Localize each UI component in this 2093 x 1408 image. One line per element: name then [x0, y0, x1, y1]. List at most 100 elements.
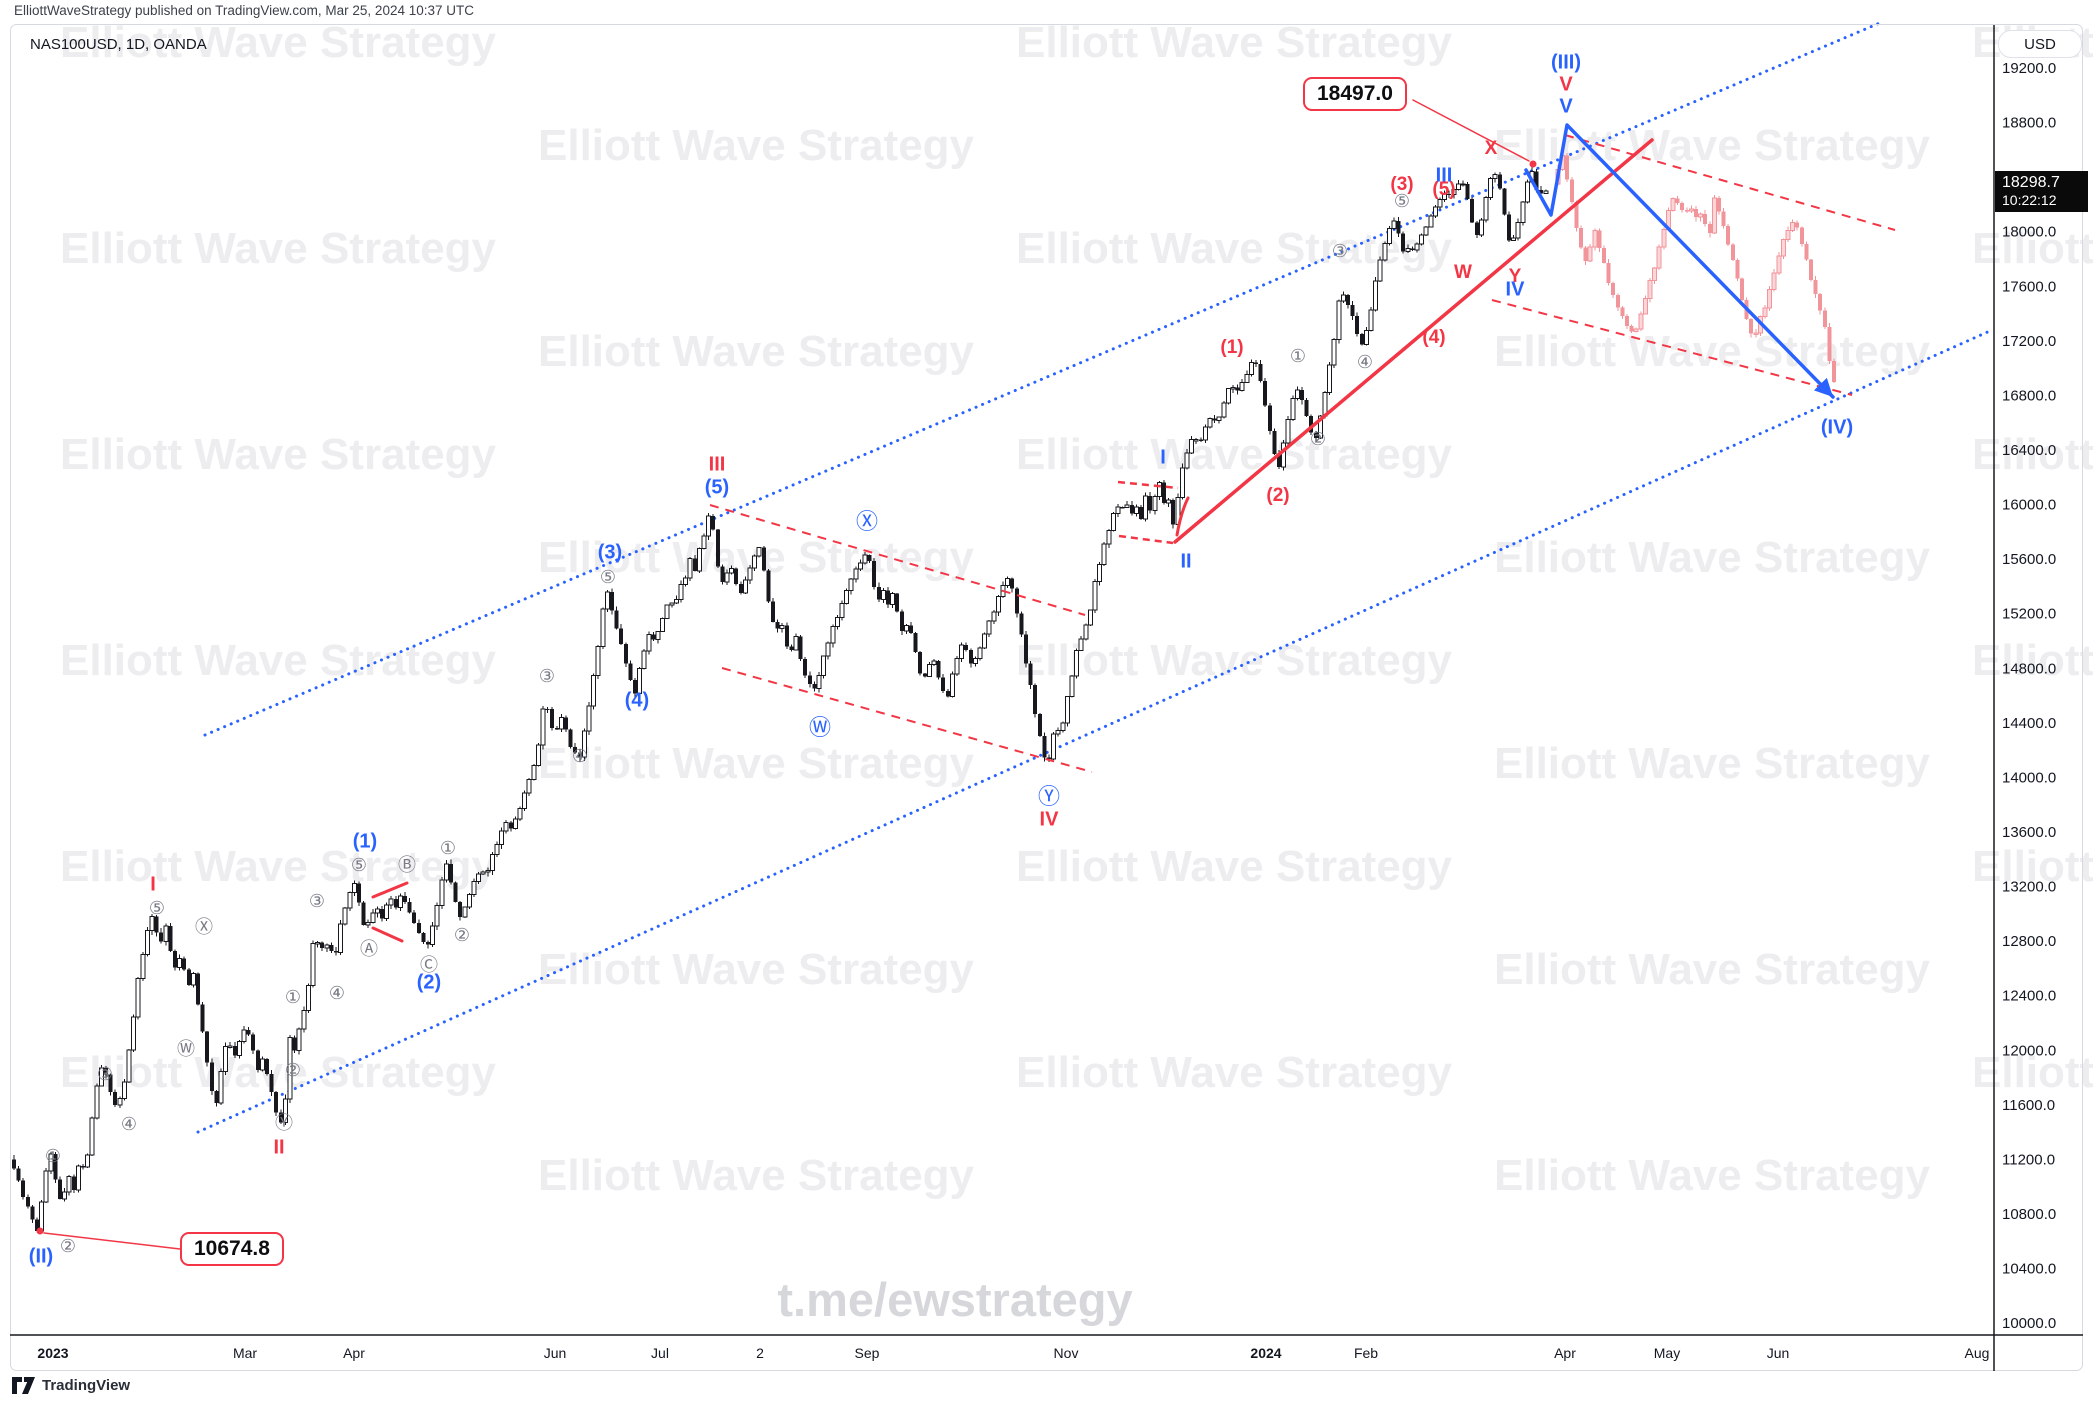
price-callout-high[interactable]: 18497.0	[1303, 77, 1407, 111]
svg-text:Mar: Mar	[233, 1345, 257, 1361]
svg-text:16400.0: 16400.0	[2002, 442, 2056, 459]
tradingview-logo-icon	[12, 1377, 35, 1394]
wave-labels: IIIIIIIVVWXY(1)(2)(3)(4)(5)(II)(1)(2)(3)…	[29, 51, 1853, 1267]
wave-label: V	[1559, 95, 1573, 117]
svg-text:Elliott Wave Strategy: Elliott Wave Strategy	[1494, 1151, 1931, 1200]
svg-text:Apr: Apr	[343, 1345, 365, 1361]
tradingview-logo-text: TradingView	[42, 1377, 131, 1394]
wave-label: (II)	[29, 1245, 53, 1267]
wave-label: (1)	[353, 830, 377, 852]
wave-label: (III)	[1551, 51, 1581, 73]
wave-label: IV	[1506, 278, 1526, 300]
svg-text:10800.0: 10800.0	[2002, 1206, 2056, 1223]
svg-text:Nov: Nov	[1054, 1345, 1079, 1361]
currency-button[interactable]: USD	[1998, 30, 2082, 58]
price-callout-low[interactable]: 10674.8	[180, 1232, 284, 1266]
wave-label: Ⓧ	[856, 509, 878, 534]
wave-label: IV	[1040, 808, 1060, 830]
wave-label: (2)	[417, 971, 441, 993]
svg-text:15200.0: 15200.0	[2002, 606, 2056, 623]
wave-label: X	[1485, 138, 1498, 159]
symbol-legend[interactable]: NAS100USD, 1D, OANDA	[30, 36, 207, 53]
wave-label: ①	[1290, 346, 1306, 366]
svg-text:2023: 2023	[37, 1345, 68, 1361]
svg-text:10400.0: 10400.0	[2002, 1261, 2056, 1278]
wave-label: (3)	[1390, 174, 1413, 195]
svg-text:Elliott Wave Strategy: Elliott Wave Strategy	[538, 327, 975, 376]
svg-text:Elliott Wave Strategy: Elliott Wave Strategy	[60, 636, 497, 685]
wave-label: ④	[572, 746, 588, 766]
last-price-label: 18298.7 10:22:12	[1995, 171, 2088, 212]
svg-text:14800.0: 14800.0	[2002, 660, 2056, 677]
svg-text:2024: 2024	[1250, 1345, 1281, 1361]
wave-label: ①	[440, 838, 456, 858]
wave-label: III	[709, 453, 726, 475]
svg-text:Elliott Wave Strategy: Elliott Wave Strategy	[1972, 1048, 2093, 1097]
svg-text:May: May	[1654, 1345, 1680, 1361]
wave-label: Ⓧ	[195, 917, 213, 937]
svg-text:Elliott Wave Strategy: Elliott Wave Strategy	[1016, 1048, 1453, 1097]
svg-text:14000.0: 14000.0	[2002, 769, 2056, 786]
svg-text:Elliott Wave Strategy: Elliott Wave Strategy	[538, 739, 975, 788]
svg-text:11600.0: 11600.0	[2002, 1097, 2055, 1114]
wave-label: Ⓦ	[809, 715, 831, 740]
svg-text:Elliott Wave Strategy: Elliott Wave Strategy	[1016, 842, 1453, 891]
svg-text:Elliott Wave Strategy: Elliott Wave Strategy	[1494, 739, 1931, 788]
wave-label: (1)	[1220, 337, 1243, 358]
svg-text:Elliott Wave Strategy: Elliott Wave Strategy	[1494, 945, 1931, 994]
svg-text:2: 2	[756, 1345, 764, 1361]
wave-label: V	[1559, 73, 1573, 95]
svg-text:18000.0: 18000.0	[2002, 224, 2056, 241]
publish-line: ElliottWaveStrategy published on Trading…	[14, 3, 474, 18]
wave-label: ③	[97, 1064, 113, 1084]
svg-text:Sep: Sep	[855, 1345, 880, 1361]
svg-text:Elliott Wave Strategy: Elliott Wave Strategy	[1016, 636, 1453, 685]
bar-countdown: 10:22:12	[2002, 192, 2057, 209]
last-price-value: 18298.7	[2002, 174, 2060, 191]
wave-label: (IV)	[1821, 416, 1853, 438]
wave-label: ③	[539, 666, 555, 686]
svg-text:13200.0: 13200.0	[2002, 879, 2056, 896]
wave-label: ③	[309, 891, 325, 911]
svg-text:Elliott Wave Strategy: Elliott Wave Strategy	[1494, 327, 1931, 376]
svg-text:18800.0: 18800.0	[2002, 115, 2056, 132]
watermark-layer: Elliott Wave Strategy Elliott Wave Strate…	[60, 18, 2093, 1200]
svg-text:Aug: Aug	[1965, 1345, 1990, 1361]
wave-label: II	[273, 1136, 284, 1158]
svg-text:17600.0: 17600.0	[2002, 278, 2056, 295]
wave-drawings	[36, 99, 1896, 1250]
wave-label: (3)	[598, 541, 622, 563]
price-axis[interactable]	[1994, 22, 2093, 1335]
wave-label: II	[1180, 550, 1191, 572]
svg-text:Elliott Wave Strategy: Elliott Wave Strategy	[1016, 18, 1453, 67]
svg-text:Elliott Wave Strategy: Elliott Wave Strategy	[1972, 430, 2093, 479]
wave-label: ①	[285, 987, 301, 1007]
wave-label: ⑤	[1394, 191, 1410, 211]
svg-text:Elliott Wave Strategy: Elliott Wave Strategy	[538, 121, 975, 170]
wave-label: (5)	[705, 476, 729, 498]
channel-lines	[196, 20, 1994, 1134]
svg-text:Elliott Wave Strategy: Elliott Wave Strategy	[538, 1151, 975, 1200]
svg-text:Elliott Wave Strategy: Elliott Wave Strategy	[60, 18, 497, 67]
time-axis[interactable]	[10, 1335, 1994, 1371]
svg-text:Elliott Wave Strategy: Elliott Wave Strategy	[1016, 430, 1453, 479]
wave-label: ②	[60, 1236, 76, 1256]
svg-text:Elliott Wave Strategy: Elliott Wave Strategy	[60, 430, 497, 479]
svg-text:12400.0: 12400.0	[2002, 988, 2056, 1005]
wave-label: ②	[1310, 429, 1326, 449]
wave-label: I	[1160, 446, 1166, 468]
wave-label: Ⓒ	[420, 955, 438, 975]
svg-text:Elliott Wave Strategy: Elliott Wave Strategy	[1494, 533, 1931, 582]
svg-text:Elliott Wave Strategy: Elliott Wave Strategy	[60, 1048, 497, 1097]
tradingview-logo[interactable]: TradingView	[12, 1377, 130, 1394]
wave-label: Ⓨ	[1038, 784, 1060, 809]
svg-text:Jun: Jun	[1767, 1345, 1790, 1361]
wave-label: (4)	[1422, 327, 1445, 348]
svg-text:Elliott Wave Strategy: Elliott Wave Strategy	[60, 224, 497, 273]
wave-label: (4)	[625, 689, 649, 711]
svg-text:Jul: Jul	[651, 1345, 669, 1361]
svg-text:Elliott Wave Strategy: Elliott Wave Strategy	[1972, 842, 2093, 891]
svg-text:12800.0: 12800.0	[2002, 933, 2056, 950]
